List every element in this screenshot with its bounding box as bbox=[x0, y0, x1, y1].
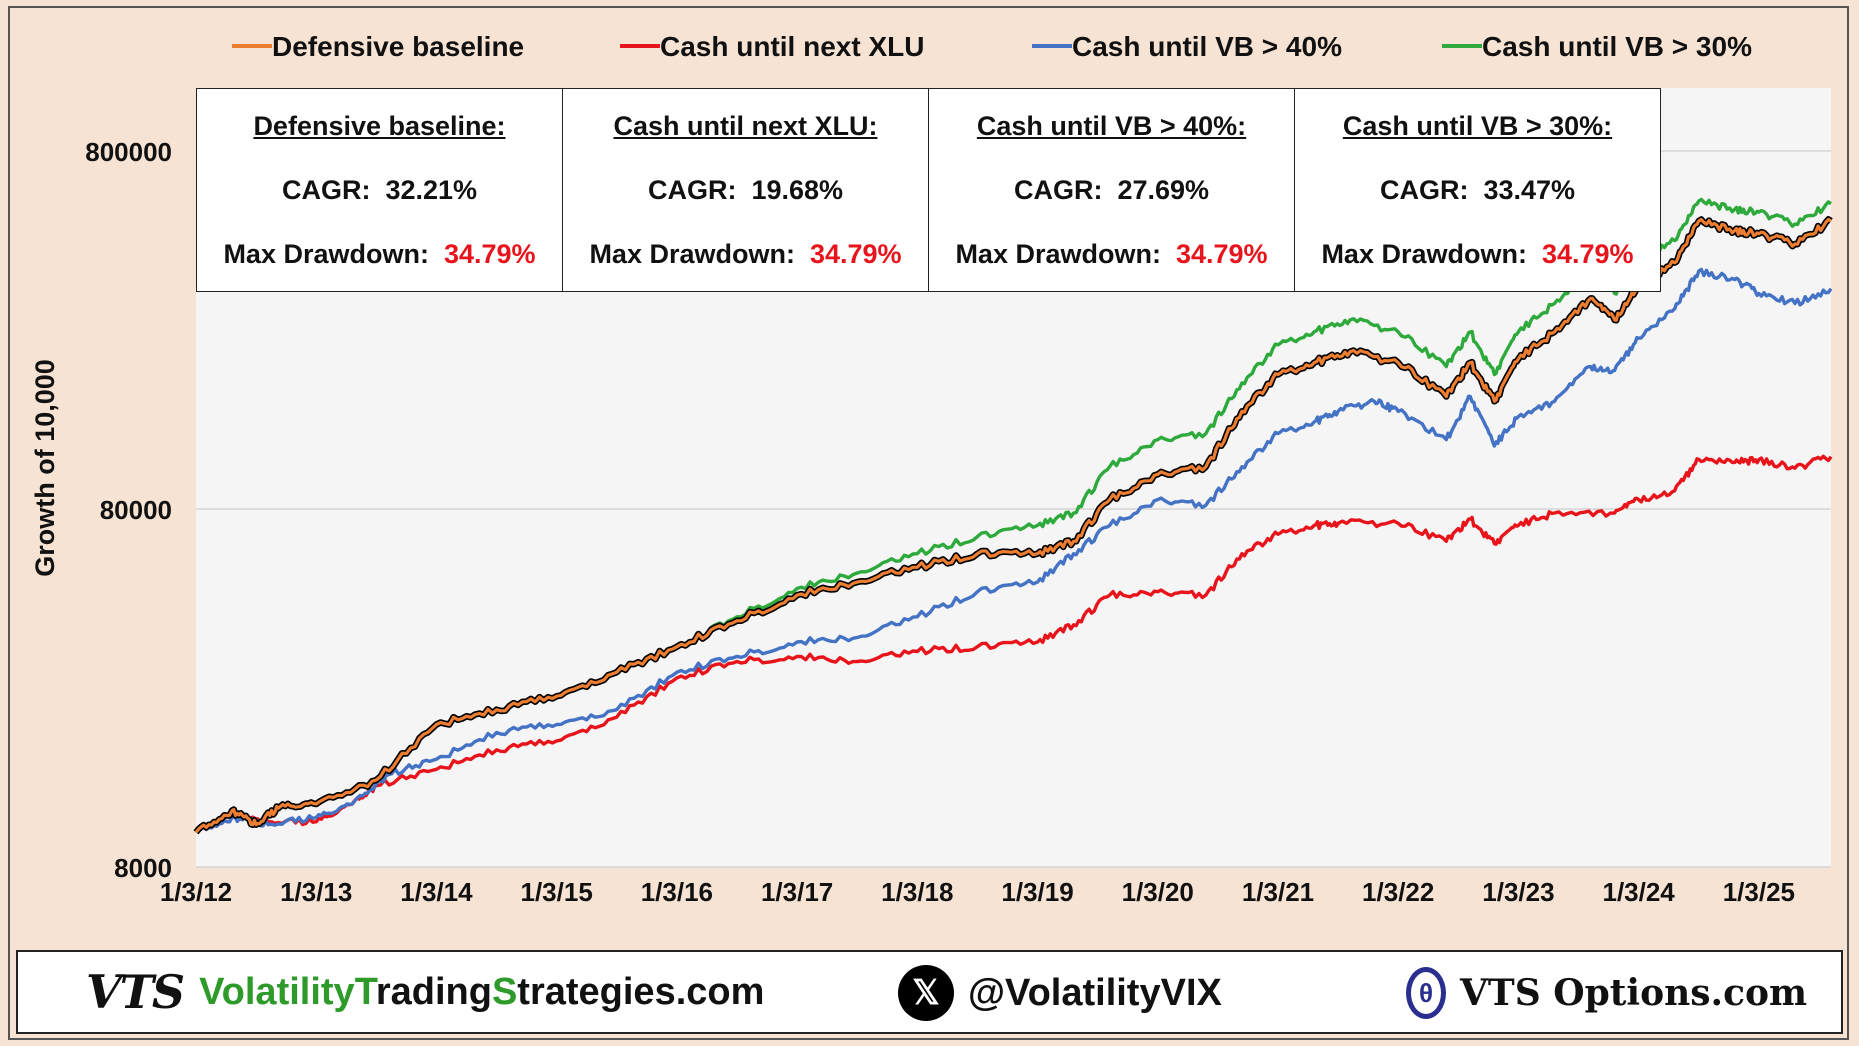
x-tick-label: 1/3/12 bbox=[160, 877, 232, 907]
x-tick-label: 1/3/19 bbox=[1001, 877, 1073, 907]
legend-label: Cash until VB > 30% bbox=[1482, 31, 1752, 62]
legend: Defensive baseline Cash until next XLU Cas… bbox=[232, 31, 1752, 62]
x-logo-icon: 𝕏 bbox=[898, 965, 954, 1021]
stats-cagr: CAGR: 32.21% bbox=[281, 175, 478, 205]
series-line bbox=[194, 267, 1833, 834]
stats-box-vb40: Cash until VB > 40%: CAGR: 27.69% Max Dr… bbox=[928, 88, 1295, 292]
stats-title: Defensive baseline: bbox=[253, 111, 506, 141]
stats-drawdown: Max Drawdown: 34.79% bbox=[589, 239, 902, 269]
y-axis-ticks: 8000 80000 800000 bbox=[85, 137, 172, 883]
site-name: VolatilityTradingStrategies.com bbox=[199, 970, 765, 1013]
theta-logo-icon: θ bbox=[1406, 967, 1446, 1019]
stats-box-defensive: Defensive baseline: CAGR: 32.21% Max Dra… bbox=[196, 88, 563, 292]
x-tick-label: 1/3/24 bbox=[1602, 877, 1675, 907]
legend-label: Cash until next XLU bbox=[660, 31, 924, 62]
stats-cagr: CAGR: 27.69% bbox=[1013, 175, 1210, 205]
x-tick-label: 1/3/14 bbox=[400, 877, 473, 907]
stats-box-xlu: Cash until next XLU: CAGR: 19.68% Max Dr… bbox=[562, 88, 929, 292]
stats-title: Cash until VB > 30%: bbox=[1342, 111, 1613, 141]
series-line bbox=[194, 454, 1833, 834]
stats-cagr: CAGR: 33.47% bbox=[1379, 175, 1576, 205]
x-tick-label: 1/3/20 bbox=[1122, 877, 1194, 907]
x-tick-label: 1/3/21 bbox=[1242, 877, 1314, 907]
x-tick-label: 1/3/18 bbox=[881, 877, 953, 907]
brand-x-handle[interactable]: 𝕏 @VolatilityVIX bbox=[898, 962, 1222, 1024]
x-tick-label: 1/3/25 bbox=[1723, 877, 1795, 907]
stats-drawdown: Max Drawdown: 34.79% bbox=[955, 239, 1268, 269]
stats-title: Cash until next XLU: bbox=[613, 111, 878, 141]
x-tick-label: 1/3/22 bbox=[1362, 877, 1434, 907]
footer-banner: VTS VolatilityTradingStrategies.com 𝕏 @V… bbox=[16, 950, 1843, 1034]
vts-logo: VTS bbox=[86, 965, 185, 1019]
options-site-name: VTS Options.com bbox=[1460, 972, 1808, 1014]
x-tick-label: 1/3/17 bbox=[761, 877, 833, 907]
y-axis-label: Growth of 10,000 bbox=[30, 359, 60, 577]
stats-drawdown: Max Drawdown: 34.79% bbox=[1321, 239, 1634, 269]
x-tick-label: 1/3/23 bbox=[1482, 877, 1554, 907]
outer-frame bbox=[8, 6, 1849, 1040]
stats-cagr: CAGR: 19.68% bbox=[647, 175, 844, 205]
x-tick-label: 1/3/16 bbox=[641, 877, 713, 907]
y-tick-label: 8000 bbox=[114, 853, 172, 883]
x-handle: @VolatilityVIX bbox=[968, 971, 1222, 1014]
x-tick-label: 1/3/15 bbox=[521, 877, 593, 907]
brand-volatility-trading-strategies[interactable]: VTS VolatilityTradingStrategies.com bbox=[86, 960, 764, 1024]
x-tick-label: 1/3/13 bbox=[280, 877, 352, 907]
x-axis-ticks: 1/3/12 1/3/13 1/3/14 1/3/15 1/3/16 1/3/17 1/3/… bbox=[160, 877, 1795, 907]
series-line bbox=[194, 217, 1832, 834]
legend-label: Cash until VB > 40% bbox=[1072, 31, 1342, 62]
legend-label: Defensive baseline bbox=[272, 31, 524, 62]
stats-box-vb30: Cash until VB > 30%: CAGR: 33.47% Max Dr… bbox=[1294, 88, 1661, 292]
stats-title: Cash until VB > 40%: bbox=[976, 111, 1247, 141]
brand-vts-options[interactable]: θ VTS Options.com bbox=[1406, 962, 1807, 1024]
y-tick-label: 80000 bbox=[100, 495, 172, 525]
y-tick-label: 800000 bbox=[85, 137, 172, 167]
stats-drawdown: Max Drawdown: 34.79% bbox=[223, 239, 536, 269]
